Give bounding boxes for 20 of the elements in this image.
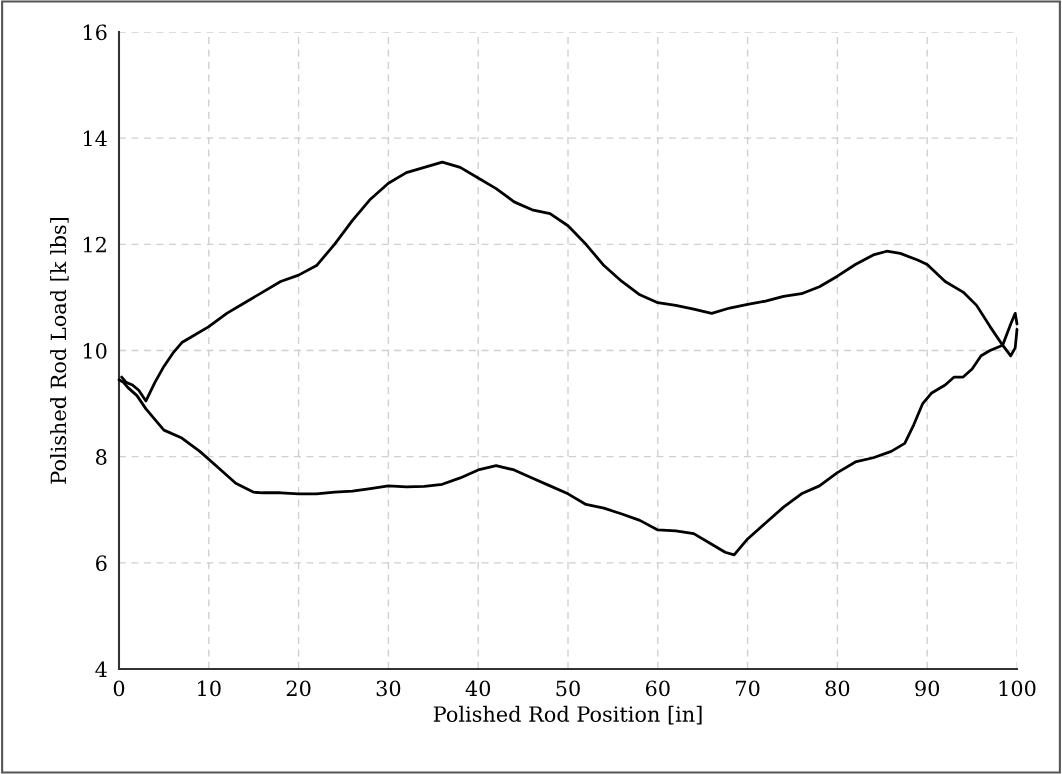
x-tick-label: 40 [465, 680, 491, 697]
y-tick-label: 12 [83, 236, 106, 253]
x-tick-label: 10 [198, 680, 221, 697]
x-tick-label: 50 [556, 680, 580, 697]
y-tick-label: 16 [83, 24, 107, 41]
y-tick-label: 6 [96, 555, 107, 572]
y-tick-label: 14 [83, 130, 107, 147]
y-tick-label: 4 [95, 661, 107, 677]
x-tick-label: 100 [999, 680, 1036, 697]
x-tick-label: 30 [376, 680, 401, 697]
x-axis-title: Polished Rod Position [in] [433, 705, 702, 725]
x-tick-label: 0 [113, 680, 125, 697]
x-tick-label: 20 [286, 680, 311, 697]
x-tick-label: 60 [645, 680, 670, 697]
y-axis-title: Polished Rod Load [k lbs] [50, 218, 69, 484]
y-tick-label: 10 [83, 342, 107, 359]
x-tick-label: 70 [736, 680, 760, 697]
y-tick-label: 8 [96, 449, 107, 465]
x-tick-label: 90 [915, 680, 940, 697]
x-tick-label: 80 [825, 680, 850, 697]
